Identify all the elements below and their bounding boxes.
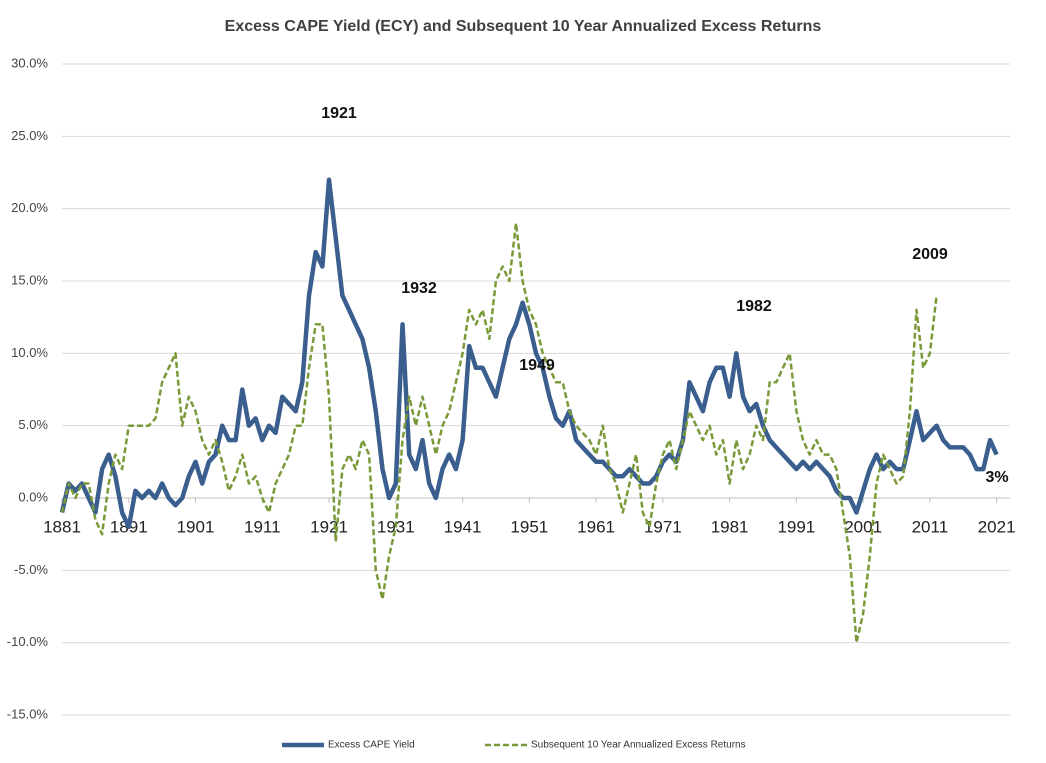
x-tick-label: 2011 [912, 517, 949, 536]
y-tick-label: -15.0% [7, 706, 49, 721]
x-tick-label: 2021 [978, 517, 1016, 536]
y-tick-label: 20.0% [11, 200, 48, 215]
x-tick-label: 1921 [310, 517, 348, 536]
x-tick-label: 1961 [577, 517, 615, 536]
annotation: 1982 [736, 298, 772, 315]
y-tick-label: -5.0% [14, 562, 48, 577]
legend-label: Subsequent 10 Year Annualized Excess Ret… [531, 740, 746, 751]
x-tick-label: 1911 [244, 517, 281, 536]
y-tick-label: 25.0% [11, 128, 48, 143]
y-tick-label: 5.0% [18, 417, 48, 432]
x-tick-label: 1881 [43, 517, 81, 536]
annotation: 3% [985, 469, 1008, 486]
y-tick-label: 30.0% [11, 55, 48, 70]
x-tick-label: 1981 [711, 517, 749, 536]
annotation: 1921 [321, 105, 357, 122]
x-tick-label: 1951 [510, 517, 548, 536]
series-line [60, 221, 938, 644]
annotation: 1949 [519, 357, 555, 374]
y-tick-label: 10.0% [11, 345, 48, 360]
x-tick-label: 1991 [777, 517, 815, 536]
chart-title: Excess CAPE Yield (ECY) and Subsequent 1… [225, 18, 822, 35]
x-tick-label: 2001 [844, 517, 882, 536]
x-tick-label: 1901 [177, 517, 215, 536]
y-tick-label: 15.0% [11, 272, 48, 287]
annotation: 2009 [912, 246, 948, 263]
x-tick-label: 1941 [444, 517, 482, 536]
legend-label: Excess CAPE Yield [328, 740, 415, 751]
annotation: 1932 [401, 280, 437, 297]
y-tick-label: -10.0% [7, 634, 49, 649]
x-tick-label: 1971 [644, 517, 682, 536]
y-tick-label: 0.0% [18, 489, 48, 504]
